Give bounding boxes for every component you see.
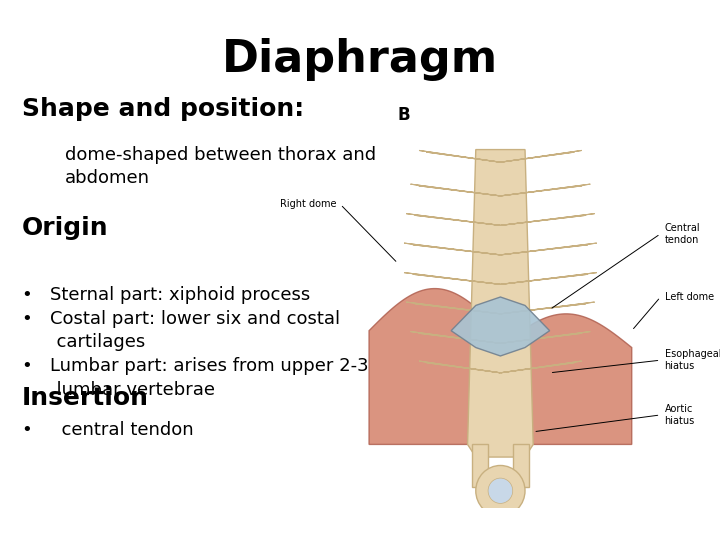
Text: •   Sternal part: xiphoid process
•   Costal part: lower six and costal
      ca: • Sternal part: xiphoid process • Costal…: [22, 286, 368, 399]
Polygon shape: [500, 184, 590, 196]
Text: B: B: [397, 106, 410, 124]
Polygon shape: [500, 302, 595, 314]
Polygon shape: [451, 297, 549, 356]
Polygon shape: [472, 444, 488, 487]
Text: Insertion: Insertion: [22, 386, 148, 410]
Text: Left dome: Left dome: [665, 292, 714, 302]
Circle shape: [488, 478, 513, 503]
Polygon shape: [410, 332, 500, 343]
Text: Origin: Origin: [22, 216, 108, 240]
Polygon shape: [406, 302, 500, 314]
Polygon shape: [500, 314, 631, 444]
Text: Diaphragm: Diaphragm: [222, 38, 498, 81]
Polygon shape: [404, 273, 500, 285]
Polygon shape: [500, 273, 597, 285]
Polygon shape: [500, 361, 582, 373]
Text: Central
tendon: Central tendon: [665, 223, 700, 245]
Polygon shape: [513, 444, 529, 487]
Circle shape: [476, 465, 525, 516]
Text: •     central tendon: • central tendon: [22, 421, 193, 439]
Polygon shape: [467, 150, 534, 457]
Polygon shape: [500, 151, 582, 162]
Polygon shape: [500, 243, 597, 255]
Polygon shape: [404, 243, 500, 255]
Text: dome-shaped between thorax and
abdomen: dome-shaped between thorax and abdomen: [65, 146, 376, 187]
Polygon shape: [419, 361, 500, 373]
Polygon shape: [500, 214, 595, 225]
Text: Right dome: Right dome: [280, 199, 336, 210]
Text: Esophageal
hiatus: Esophageal hiatus: [665, 349, 720, 371]
Polygon shape: [410, 184, 500, 196]
Text: Shape and position:: Shape and position:: [22, 97, 304, 121]
Polygon shape: [419, 151, 500, 162]
Polygon shape: [406, 214, 500, 225]
Polygon shape: [500, 332, 590, 343]
Polygon shape: [369, 288, 500, 444]
Text: Aortic
hiatus: Aortic hiatus: [665, 404, 695, 426]
